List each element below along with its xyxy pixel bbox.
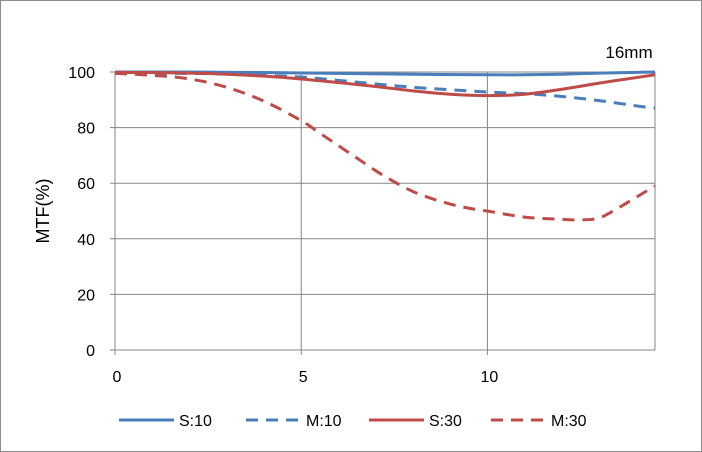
y-tick-label: 100 bbox=[68, 65, 95, 82]
series-line-m-30 bbox=[114, 71, 656, 222]
grid-layer bbox=[115, 71, 655, 350]
y-tick-label: 0 bbox=[86, 343, 95, 360]
y-tick-labels: 0 20 40 60 80 100 bbox=[68, 65, 95, 360]
series-line-m-10 bbox=[114, 71, 656, 110]
y-tick-label: 60 bbox=[77, 176, 95, 193]
legend-label: S:10 bbox=[179, 413, 212, 430]
legend-label: S:30 bbox=[429, 413, 462, 430]
x-tick-label: 0 bbox=[113, 369, 122, 386]
series-line-s-10 bbox=[114, 70, 656, 77]
y-tick-label: 80 bbox=[77, 121, 95, 138]
y-tick-label: 20 bbox=[77, 287, 95, 304]
series-line-s-30 bbox=[114, 71, 656, 98]
y-axis-title: MTF(%) bbox=[33, 179, 53, 244]
legend: S:10 M:10 S:30 M:30 bbox=[119, 413, 587, 430]
series-layer bbox=[114, 70, 656, 222]
chart-title: 16mm bbox=[605, 43, 652, 62]
y-tick-label: 40 bbox=[77, 232, 95, 249]
legend-label: M:30 bbox=[551, 413, 587, 430]
legend-label: M:10 bbox=[306, 413, 342, 430]
x-tick-labels: 0 5 10 bbox=[113, 369, 499, 386]
x-tick-label: 5 bbox=[299, 369, 308, 386]
axis-layer bbox=[110, 71, 656, 355]
x-tick-label: 10 bbox=[481, 369, 499, 386]
